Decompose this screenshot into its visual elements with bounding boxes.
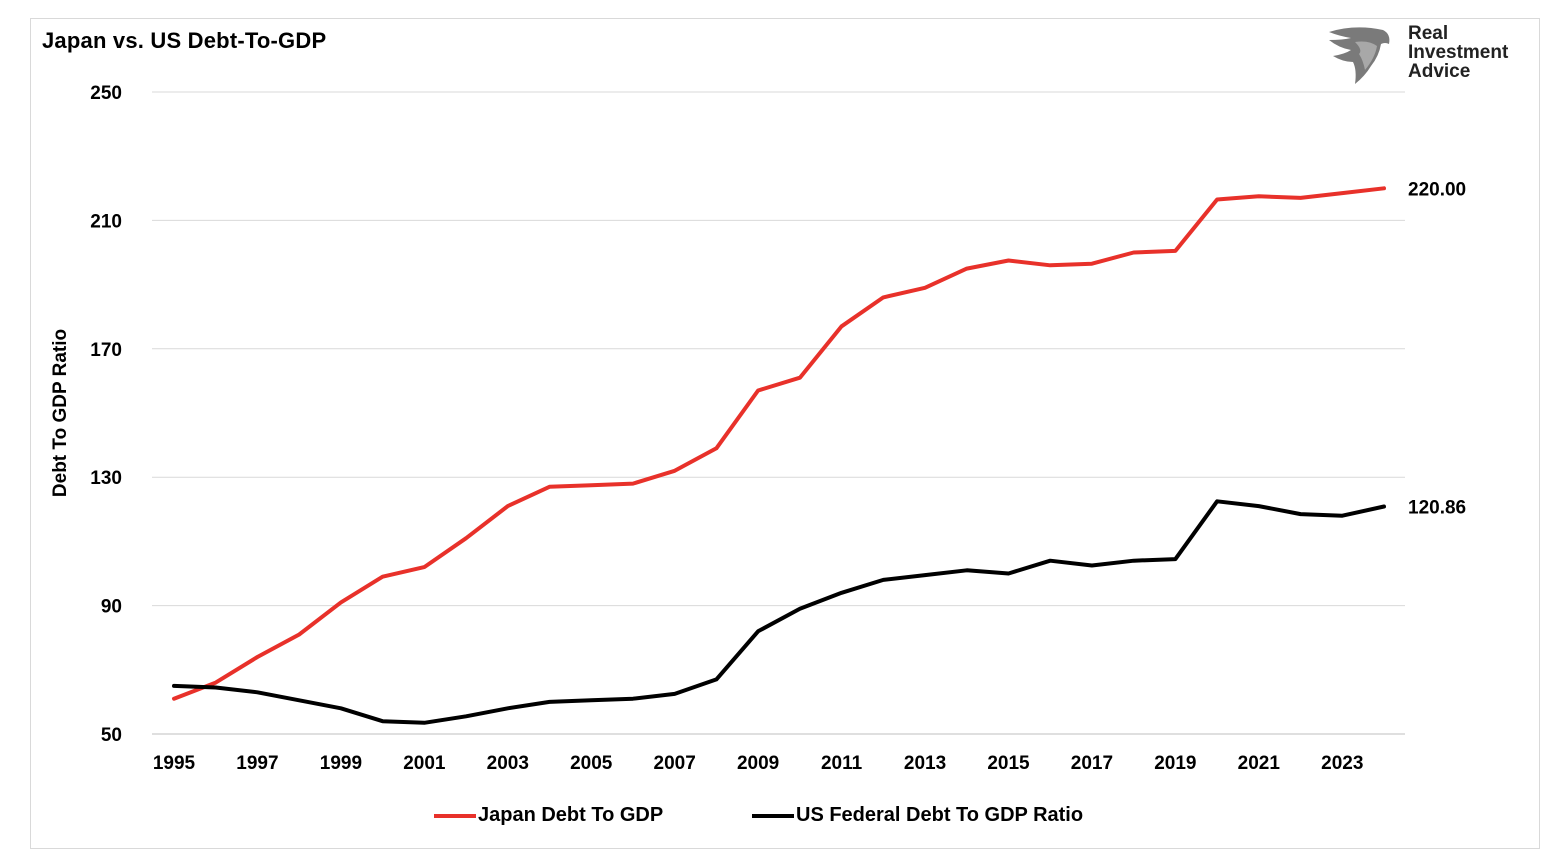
y-axis-label: Debt To GDP Ratio [50,329,71,497]
y-tick-label: 210 [90,211,122,232]
x-tick-label: 2011 [821,753,863,774]
legend-item-us: US Federal Debt To GDP Ratio [752,804,1083,827]
gridlines [152,91,1405,735]
x-tick-label: 1995 [153,753,196,774]
legend-swatch-japan [434,813,476,818]
logo-text-line: Advice [1408,61,1471,82]
series-line-1 [172,499,1386,725]
x-tick-label: 2009 [737,753,779,774]
end-value-label-1: 120.86 [1408,498,1466,519]
y-tick-label: 90 [101,597,122,618]
logo-text-line: Investment [1408,42,1509,63]
x-tick-label: 2003 [487,753,529,774]
x-tick-label: 2005 [570,753,613,774]
legend-item-japan: Japan Debt To GDP [434,804,663,827]
legend: Japan Debt To GDP US Federal Debt To GDP… [0,804,1568,832]
eagle-logo-icon [1329,27,1390,84]
end-labels: 220.00 120.86 [1408,179,1466,518]
y-tick-label: 50 [101,725,122,746]
x-tick-label: 2019 [1154,753,1196,774]
x-tick-label: 2015 [987,753,1030,774]
chart-title: Japan vs. US Debt-To-GDP [42,28,327,53]
y-tick-label: 130 [90,468,122,489]
logo-text: Real Investment Advice [1408,24,1508,81]
legend-label-japan: Japan Debt To GDP [478,804,664,826]
end-value-label-0: 220.00 [1408,179,1466,200]
x-tick-label: 1999 [320,753,362,774]
series-line-0 [172,186,1386,701]
x-tick-label: 2023 [1321,753,1363,774]
legend-label-us: US Federal Debt To GDP Ratio [796,804,1084,826]
logo-text-line: Real [1408,23,1449,44]
y-tick-label: 250 [90,83,122,104]
x-tick-label: 1997 [236,753,278,774]
x-axis-ticks: 1995 1997 1999 2001 2003 2005 2007 2009 2011 2013… [153,753,1364,774]
y-tick-label: 170 [90,340,122,361]
legend-swatch-us [752,813,794,818]
chart-frame [30,18,1540,849]
x-tick-label: 2001 [403,753,446,774]
series-lines [172,186,1386,725]
y-axis-ticks: 50 90 130 170 210 250 [90,83,122,746]
x-tick-label: 2017 [1071,753,1113,774]
x-tick-label: 2013 [904,753,946,774]
x-tick-label: 2007 [654,753,696,774]
x-tick-label: 2021 [1238,753,1281,774]
